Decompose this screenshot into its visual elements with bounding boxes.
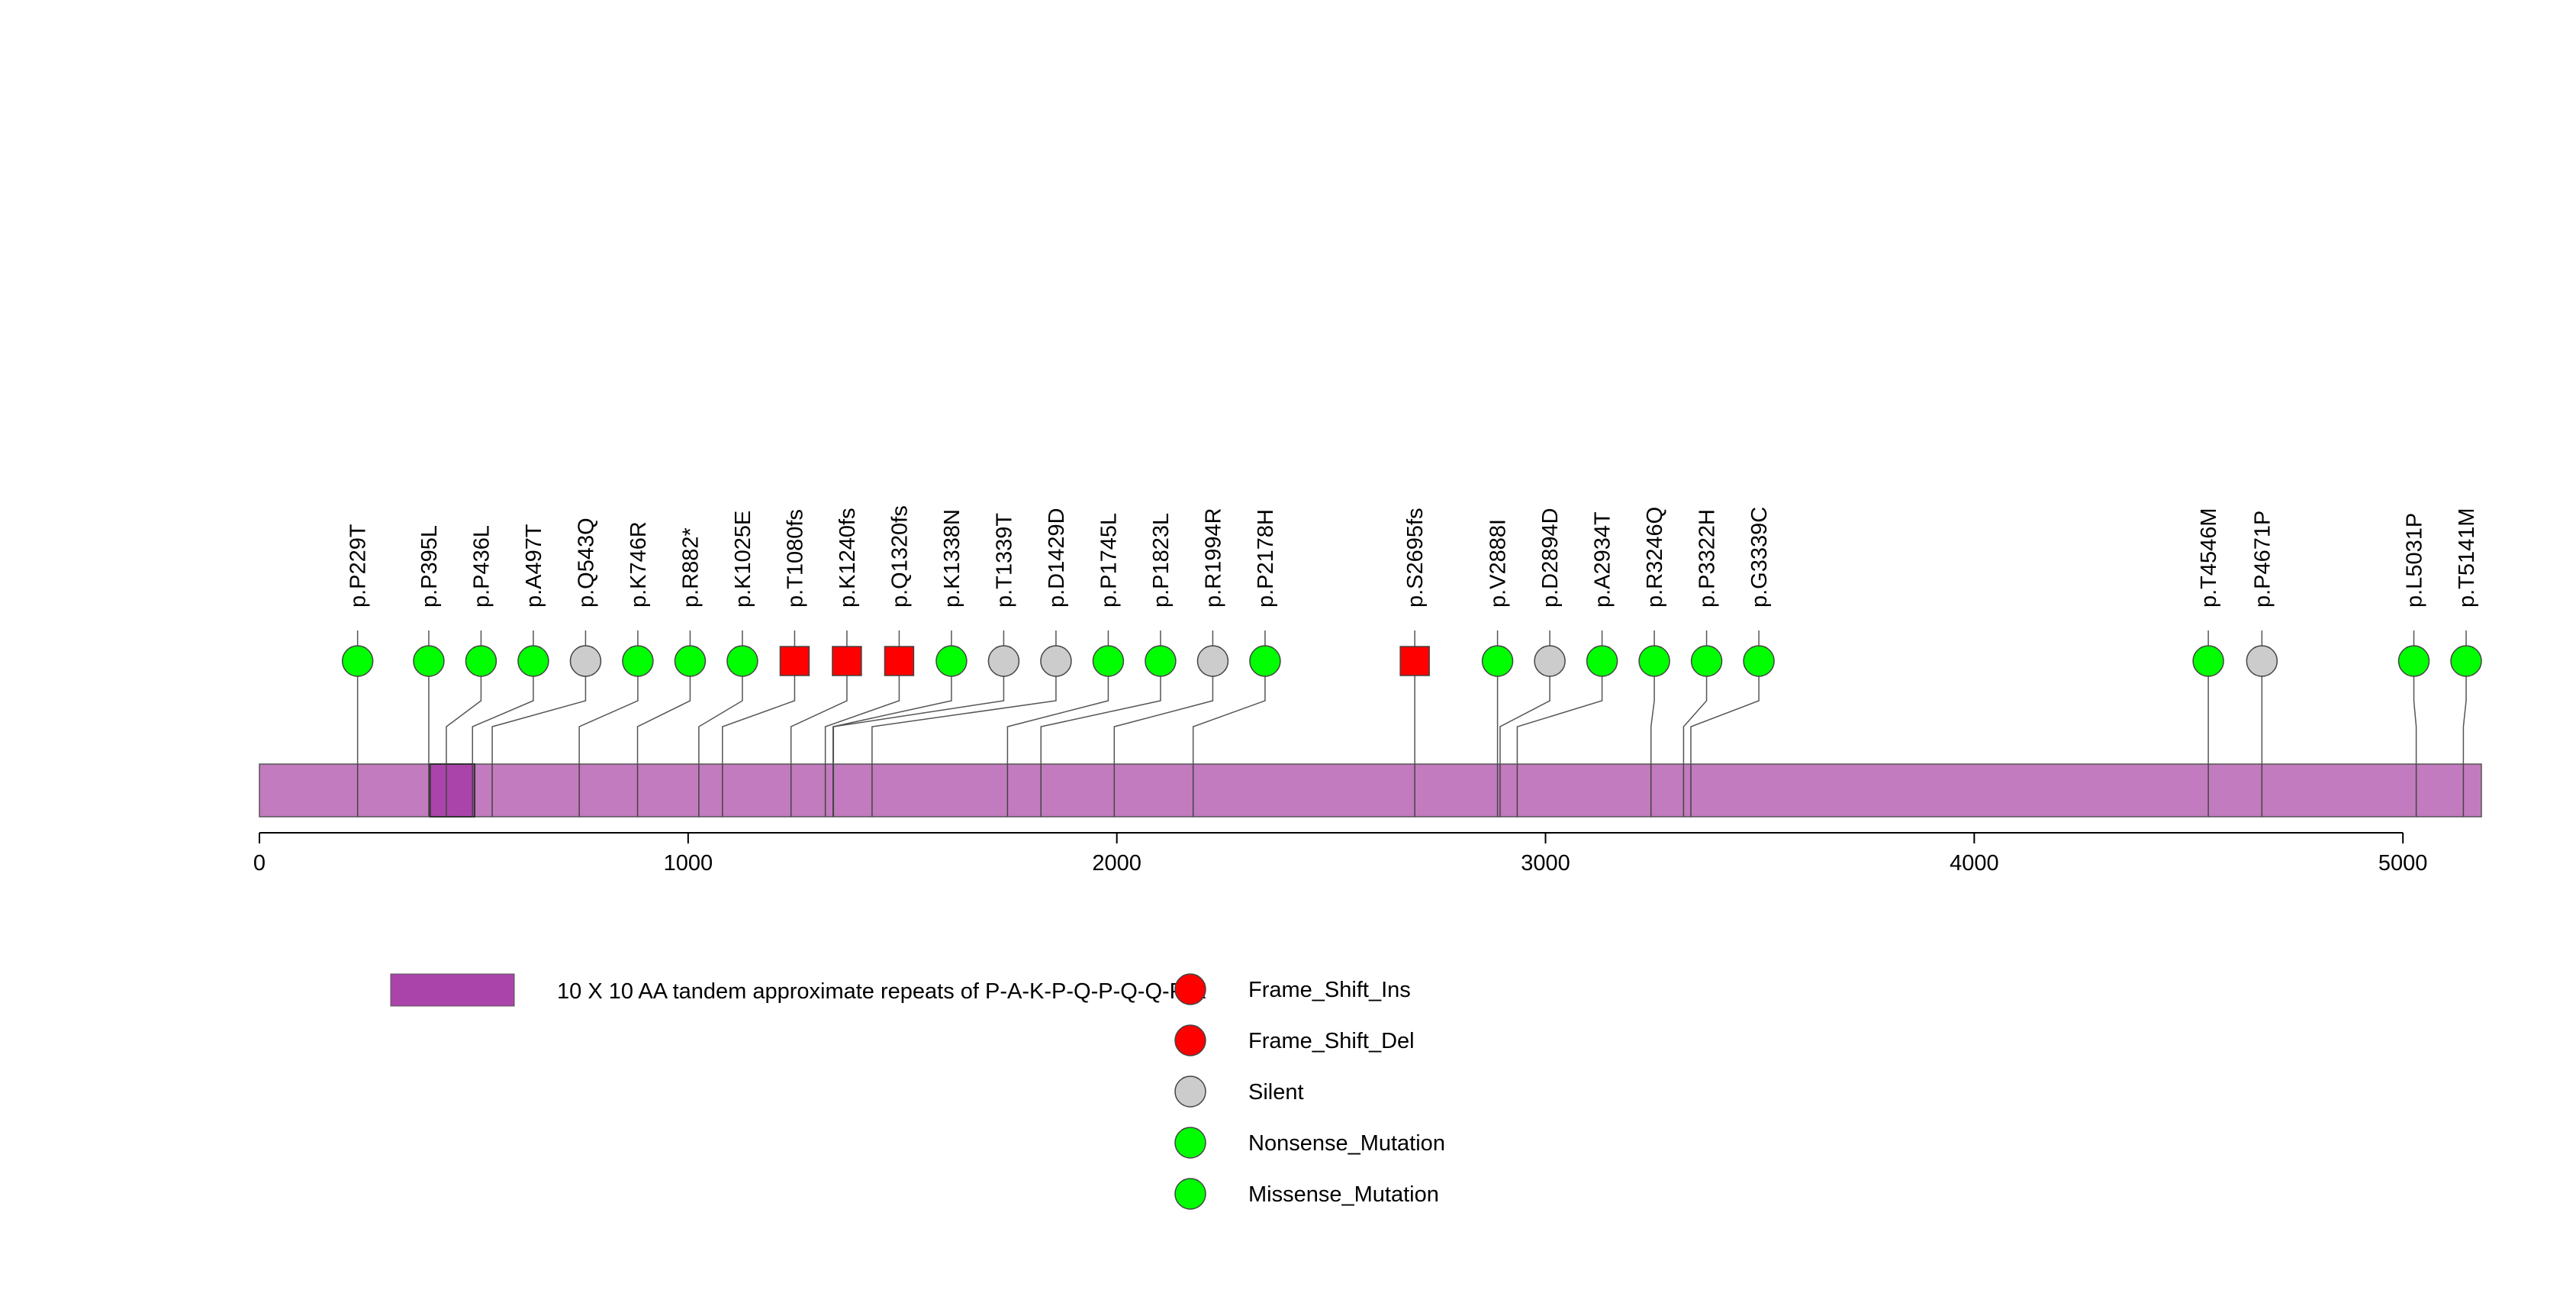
- marker-p-t1339t: [987, 645, 1020, 677]
- marker-p-p436l: [465, 645, 497, 677]
- mutation-label-p-k1240fs: p.K1240fs: [836, 508, 860, 608]
- mutation-label-p-d1429d: p.D1429D: [1045, 508, 1069, 608]
- legend-swatch-frame-shift-del: [1174, 1024, 1206, 1056]
- protein-layer: [259, 763, 2482, 818]
- mutation-label-p-d2894d: p.D2894D: [1538, 508, 1563, 608]
- mutation-label-p-p2178h: p.P2178H: [1254, 509, 1278, 608]
- marker-p-t4546m: [2192, 645, 2224, 677]
- marker-p-q1320fs: [884, 646, 915, 676]
- legend-swatch-missense-mutation: [1174, 1178, 1206, 1210]
- mutation-label-p-p4671p: p.P4671P: [2250, 511, 2275, 608]
- marker-p-g3339c: [1743, 645, 1775, 677]
- mutation-label-p-t1339t: p.T1339T: [992, 513, 1016, 608]
- mutation-label-p-p229t: p.P229T: [346, 524, 371, 608]
- mutation-label-p-a2934t: p.A2934T: [1591, 511, 1615, 608]
- marker-p-l5031p: [2397, 645, 2430, 677]
- marker-p-t5141m: [2450, 645, 2482, 677]
- x-tick-label-5000: 5000: [2378, 851, 2428, 876]
- mutation-label-p-q1320fs: p.Q1320fs: [887, 505, 912, 608]
- marker-p-p395l: [413, 645, 445, 677]
- mutation-label-p-p436l: p.P436L: [469, 525, 494, 608]
- mutation-label-p-p3322h: p.P3322H: [1695, 509, 1720, 608]
- marker-p-r882-: [674, 645, 707, 677]
- mutation-label-p-l5031p: p.L5031P: [2403, 513, 2427, 608]
- protein-bar: [259, 763, 2482, 818]
- axis-layer: 0 1000 2000 3000 4000 5000: [253, 832, 2428, 876]
- mutation-label-p-a497t: p.A497T: [522, 524, 546, 608]
- mutation-label-p-r3246q: p.R3246Q: [1643, 507, 1667, 608]
- marker-p-p1823l: [1145, 645, 1177, 677]
- marker-p-p3322h: [1690, 645, 1723, 677]
- marker-p-k1240fs: [832, 646, 862, 676]
- mutation-label-p-t4546m: p.T4546M: [2197, 508, 2221, 608]
- legend-swatch-nonsense-mutation: [1174, 1127, 1206, 1159]
- marker-p-p4671p: [2246, 645, 2278, 677]
- legend-swatch-frame-shift-ins: [1174, 973, 1206, 1005]
- legend-label-frame-shift-del: Frame_Shift_Del: [1248, 1029, 1415, 1053]
- mutation-label-p-r882-: p.R882*: [678, 527, 703, 608]
- mutation-label-p-t5141m: p.T5141M: [2455, 508, 2479, 608]
- x-tick-label-2000: 2000: [1092, 851, 1141, 876]
- marker-p-a2934t: [1586, 645, 1618, 677]
- marker-p-r3246q: [1638, 645, 1670, 677]
- marker-p-k1025e: [726, 645, 758, 677]
- x-tick-label-3000: 3000: [1521, 851, 1570, 876]
- mutation-label-p-p1823l: p.P1823L: [1149, 513, 1174, 608]
- mutation-label-p-q543q: p.Q543Q: [574, 518, 598, 608]
- marker-p-v2888i: [1481, 645, 1514, 677]
- legend-label-missense-mutation: Missense_Mutation: [1248, 1182, 1439, 1207]
- marker-p-d2894d: [1534, 645, 1566, 677]
- marker-p-p229t: [341, 645, 374, 677]
- marker-p-t1080fs: [779, 646, 810, 676]
- mutation-label-p-p1745l: p.P1745L: [1096, 513, 1121, 608]
- x-tick-label-4000: 4000: [1950, 851, 1999, 876]
- legend-label-nonsense-mutation: Nonsense_Mutation: [1248, 1131, 1445, 1156]
- marker-p-r1994r: [1196, 645, 1229, 677]
- mutation-label-p-t1080fs: p.T1080fs: [783, 509, 807, 608]
- marker-p-s2695fs: [1399, 646, 1430, 676]
- marker-layer: [341, 645, 2482, 677]
- mutation-label-p-v2888i: p.V2888I: [1486, 519, 1511, 608]
- mutation-label-p-r1994r: p.R1994R: [1201, 508, 1225, 608]
- label-layer: p.P229T p.P395L p.P436L p.A497T p.Q543Q p.K74…: [346, 505, 2479, 608]
- mutation-label-p-g3339c: p.G3339C: [1747, 507, 1772, 608]
- legend-swatch-silent: [1174, 1076, 1206, 1108]
- marker-p-d1429d: [1040, 645, 1072, 677]
- x-tick-label-1000: 1000: [664, 851, 713, 876]
- marker-p-q543q: [569, 645, 602, 677]
- legend: 10 X 10 AA tandem approximate repeats of…: [390, 973, 1445, 1210]
- legend-domain-swatch: [390, 973, 515, 1007]
- legend-label-frame-shift-ins: Frame_Shift_Ins: [1248, 978, 1411, 1002]
- mutation-label-p-s2695fs: p.S2695fs: [1403, 508, 1428, 608]
- marker-p-p2178h: [1249, 645, 1281, 677]
- marker-p-k746r: [622, 645, 654, 677]
- mutation-label-p-p395l: p.P395L: [417, 525, 442, 608]
- mutation-label-p-k746r: p.K746R: [626, 521, 651, 608]
- legend-label-silent: Silent: [1248, 1080, 1304, 1105]
- mutation-label-p-k1338n: p.K1338N: [940, 509, 964, 608]
- mutation-label-p-k1025e: p.K1025E: [731, 511, 755, 608]
- x-tick-label-0: 0: [253, 851, 266, 876]
- domain-region-1: [429, 763, 476, 818]
- marker-p-p1745l: [1092, 645, 1125, 677]
- marker-p-a497t: [517, 645, 549, 677]
- marker-p-k1338n: [935, 645, 968, 677]
- legend-domain-label: 10 X 10 AA tandem approximate repeats of…: [557, 979, 1206, 1004]
